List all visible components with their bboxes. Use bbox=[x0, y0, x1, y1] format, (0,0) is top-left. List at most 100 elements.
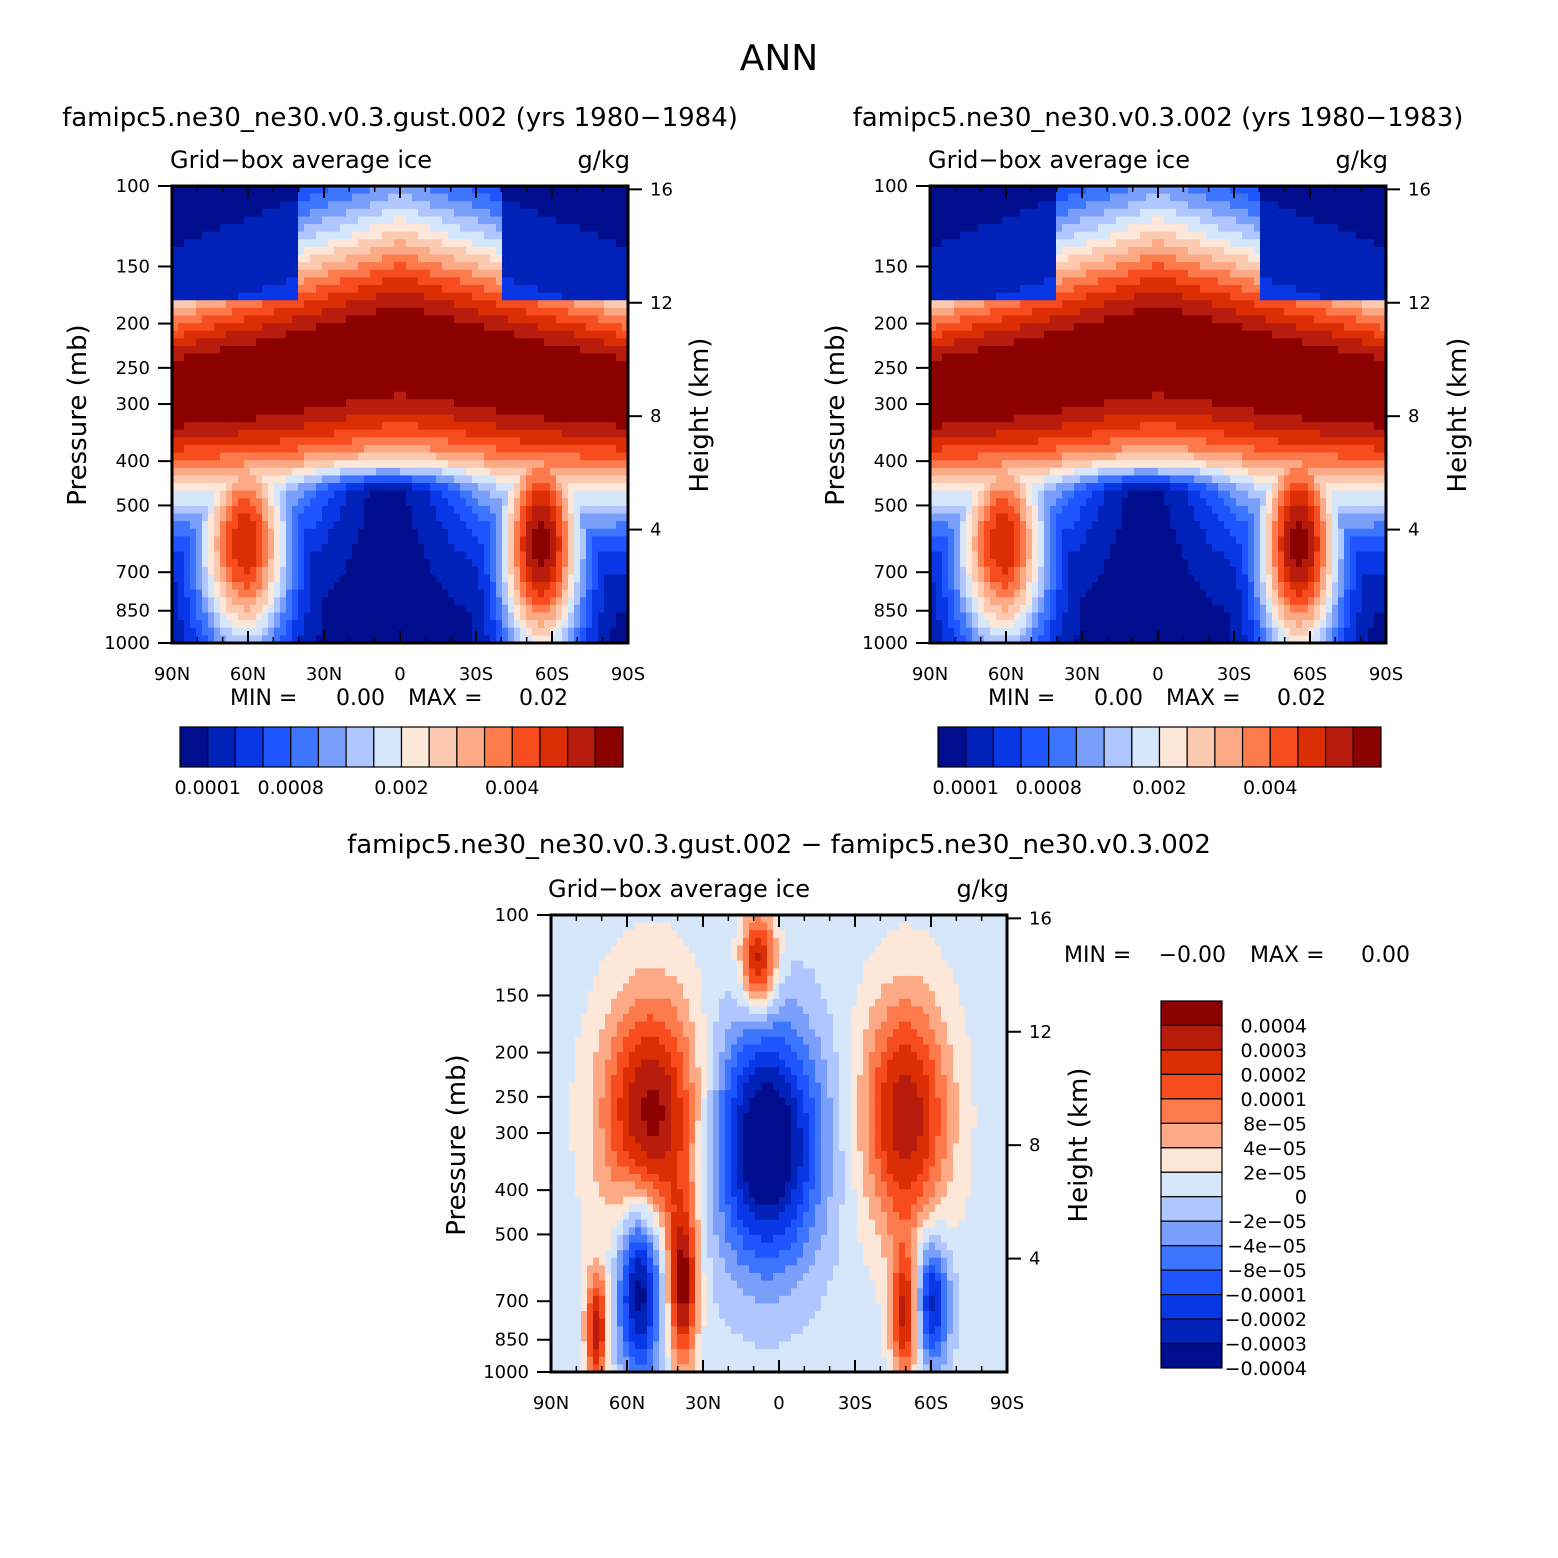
contour-cell bbox=[256, 406, 263, 416]
contour-cell bbox=[502, 536, 509, 545]
contour-cell bbox=[250, 498, 257, 507]
contour-cell bbox=[178, 521, 185, 530]
contour-cell bbox=[388, 559, 395, 568]
contour-cell bbox=[352, 376, 359, 385]
contour-cell bbox=[442, 559, 449, 568]
contour-cell bbox=[238, 277, 245, 286]
contour-cell bbox=[562, 376, 569, 385]
contour-cell bbox=[568, 483, 575, 492]
contour-cell bbox=[370, 444, 377, 454]
contour-cell bbox=[424, 315, 431, 324]
contour-cell bbox=[256, 224, 263, 233]
contour-cell bbox=[190, 467, 197, 477]
contour-cell bbox=[220, 429, 227, 438]
contour-cell bbox=[328, 528, 335, 537]
contour-cell bbox=[400, 353, 407, 362]
contour-cell bbox=[586, 490, 593, 499]
contour-cell bbox=[526, 277, 533, 286]
contour-cell bbox=[466, 521, 473, 530]
contour-cell bbox=[178, 391, 185, 400]
contour-cell bbox=[388, 193, 395, 202]
contour-cell bbox=[214, 574, 221, 583]
contour-cell bbox=[226, 345, 233, 355]
contour-cell bbox=[496, 429, 503, 438]
contour-cell bbox=[1080, 208, 1087, 218]
contour-cell bbox=[226, 444, 233, 454]
contour-cell bbox=[178, 627, 185, 636]
contour-cell bbox=[232, 254, 239, 263]
contour-cell bbox=[394, 582, 401, 591]
contour-cell bbox=[388, 262, 395, 271]
contour-cell bbox=[364, 262, 371, 271]
contour-cell bbox=[220, 582, 227, 591]
contour-cell bbox=[424, 574, 431, 583]
pressure-axis-label: Pressure (mb) bbox=[63, 324, 93, 505]
contour-cell bbox=[316, 277, 323, 286]
contour-cell bbox=[382, 361, 389, 370]
contour-cell bbox=[418, 300, 425, 309]
contour-cell bbox=[172, 498, 179, 507]
contour-cell bbox=[268, 597, 275, 606]
contour-cell bbox=[460, 612, 467, 621]
contour-cell bbox=[1380, 208, 1387, 218]
contour-cell bbox=[268, 345, 275, 355]
contour-cell bbox=[598, 582, 605, 591]
contour-cell bbox=[220, 231, 227, 240]
contour-cell bbox=[304, 246, 311, 256]
contour-cell bbox=[508, 246, 515, 256]
contour-cell bbox=[310, 604, 317, 614]
contour-cell bbox=[190, 224, 197, 233]
contour-cell bbox=[508, 574, 515, 583]
contour-cell bbox=[172, 612, 179, 621]
contour-cell bbox=[400, 543, 407, 553]
contour-cell bbox=[238, 444, 245, 454]
contour-cell bbox=[358, 376, 365, 385]
contour-cell bbox=[214, 330, 221, 339]
contour-cell bbox=[484, 551, 491, 560]
contour-cell bbox=[1182, 193, 1189, 202]
contour-cell bbox=[376, 513, 383, 522]
contour-cell bbox=[568, 345, 575, 355]
contour-cell bbox=[364, 193, 371, 202]
contour-cell bbox=[472, 444, 479, 454]
contour-cell bbox=[388, 505, 395, 515]
contour-cell bbox=[202, 208, 209, 218]
contour-cell bbox=[388, 475, 395, 484]
contour-cell bbox=[352, 521, 359, 530]
contour-cell bbox=[280, 307, 287, 317]
contour-cell bbox=[466, 444, 473, 454]
contour-cell bbox=[220, 414, 227, 423]
contour-cell bbox=[346, 239, 353, 248]
contour-cell bbox=[1026, 201, 1033, 210]
contour-cell bbox=[454, 528, 461, 537]
contour-cell bbox=[996, 186, 1003, 195]
contour-cell bbox=[394, 490, 401, 499]
contour-cell bbox=[556, 292, 563, 301]
contour-cell bbox=[526, 543, 533, 553]
contour-cell bbox=[514, 399, 521, 408]
contour-cell bbox=[286, 399, 293, 408]
contour-cell bbox=[478, 475, 485, 484]
contour-cell bbox=[532, 422, 539, 431]
contour-cell bbox=[418, 384, 425, 393]
contour-cell bbox=[172, 437, 179, 446]
contour-cell bbox=[520, 543, 527, 553]
contour-cell bbox=[316, 323, 323, 332]
contour-cell bbox=[250, 414, 257, 423]
contour-cell bbox=[538, 452, 545, 461]
contour-cell bbox=[400, 612, 407, 621]
contour-cell bbox=[526, 292, 533, 301]
contour-cell bbox=[292, 475, 299, 484]
contour-cell bbox=[550, 627, 557, 636]
contour-cell bbox=[220, 551, 227, 560]
contour-cell bbox=[490, 460, 497, 469]
contour-cell bbox=[346, 536, 353, 545]
contour-cell bbox=[340, 505, 347, 515]
contour-cell bbox=[340, 528, 347, 537]
contour-cell bbox=[304, 315, 311, 324]
contour-cell bbox=[580, 528, 587, 537]
contour-cell bbox=[196, 543, 203, 553]
contour-cell bbox=[262, 361, 269, 370]
contour-cell bbox=[1212, 193, 1219, 202]
contour-cell bbox=[502, 231, 509, 240]
